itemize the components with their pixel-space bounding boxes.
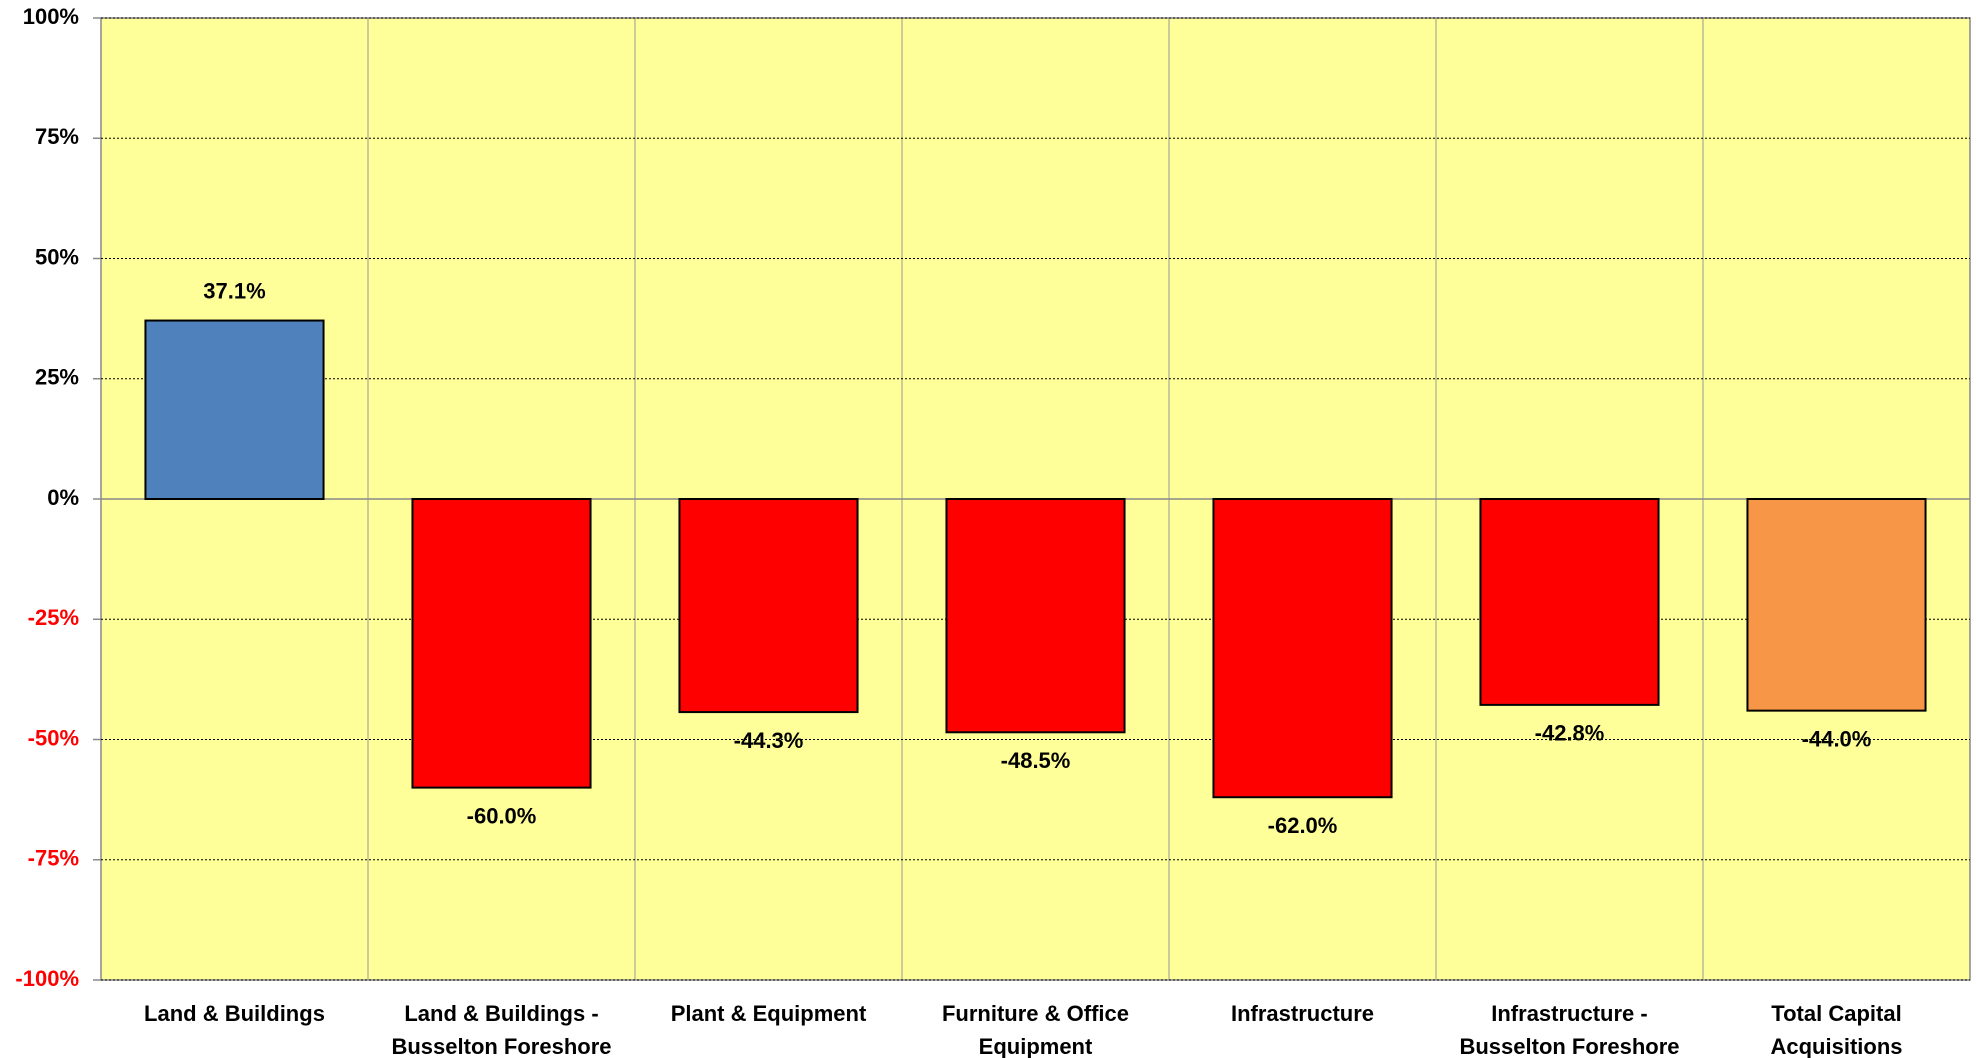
value-label: -44.3% — [734, 728, 804, 753]
y-tick-label: -100% — [15, 966, 79, 991]
value-label: -60.0% — [467, 803, 537, 828]
x-tick-label: Furniture & Office Equipment — [941, 1001, 1129, 1058]
bar — [1746, 498, 1927, 712]
x-tick-label: Infrastructure — [1230, 1001, 1375, 1026]
x-tick-label: Infrastructure - Busselton Foreshore — [1459, 1001, 1680, 1058]
x-tick-label: Plant & Equipment — [670, 1001, 867, 1026]
value-label: -44.0% — [1802, 726, 1872, 751]
value-label: -48.5% — [1001, 748, 1071, 773]
value-label: 37.1% — [203, 278, 265, 303]
value-label: -62.0% — [1268, 813, 1338, 838]
x-tick-label: Land & Buildings - Busselton Foreshore — [391, 1001, 612, 1058]
y-tick-label: 100% — [23, 4, 79, 29]
x-tick-label: Land & Buildings — [144, 1001, 325, 1026]
y-tick-label: -25% — [28, 605, 79, 630]
bar — [1479, 498, 1660, 706]
x-tick-label: Total Capital Acquisitions — [1770, 1001, 1903, 1058]
y-tick-label: -75% — [28, 846, 79, 871]
value-label: -42.8% — [1535, 721, 1605, 746]
y-tick-label: 50% — [35, 244, 79, 269]
y-tick-label: 0% — [47, 485, 79, 510]
bar — [945, 498, 1126, 734]
y-tick-label: 25% — [35, 365, 79, 390]
bar — [678, 498, 859, 714]
bar — [411, 498, 592, 789]
bar — [144, 319, 325, 501]
y-tick-label: 75% — [35, 124, 79, 149]
y-tick-label: -50% — [28, 725, 79, 750]
bar — [1212, 498, 1393, 799]
